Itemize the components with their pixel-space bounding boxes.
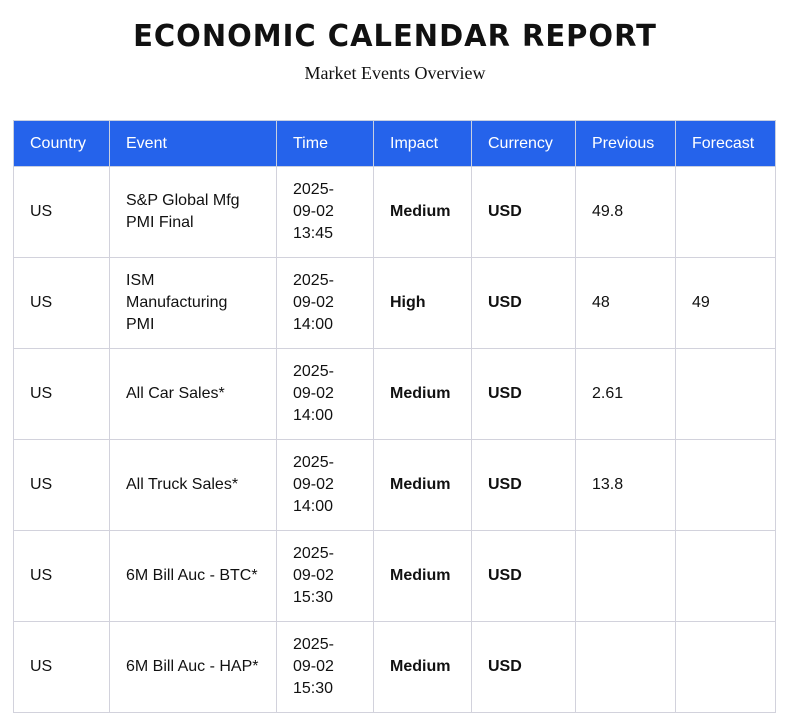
cell-event: All Truck Sales* bbox=[109, 439, 277, 531]
cell-event: ISM Manufacturing PMI bbox=[109, 257, 277, 349]
cell-previous: 49.8 bbox=[575, 166, 676, 258]
table-row: US ISM Manufacturing PMI 2025-09-02 14:00 H… bbox=[13, 257, 776, 349]
table-row: US S&P Global Mfg PMI Final 2025-09-02 13:… bbox=[13, 166, 776, 258]
cell-country: US bbox=[13, 439, 110, 531]
column-header-country: Country bbox=[13, 120, 110, 167]
cell-event: 6M Bill Auc - BTC* bbox=[109, 530, 277, 622]
cell-time: 2025-09-02 15:30 bbox=[276, 621, 374, 713]
table-row: US 6M Bill Auc - HAP* 2025-09-02 15:30 Medi… bbox=[13, 621, 776, 713]
cell-time: 2025-09-02 15:30 bbox=[276, 530, 374, 622]
cell-event: 6M Bill Auc - HAP* bbox=[109, 621, 277, 713]
cell-currency: USD bbox=[471, 348, 576, 440]
cell-previous: 48 bbox=[575, 257, 676, 349]
cell-currency: USD bbox=[471, 166, 576, 258]
table-row: US All Truck Sales* 2025-09-02 14:00 Medium… bbox=[13, 439, 776, 531]
cell-country: US bbox=[13, 166, 110, 258]
table-row: US All Car Sales* 2025-09-02 14:00 Medium US… bbox=[13, 348, 776, 440]
cell-impact: Medium bbox=[373, 348, 472, 440]
cell-currency: USD bbox=[471, 439, 576, 531]
cell-event: All Car Sales* bbox=[109, 348, 277, 440]
cell-previous: 13.8 bbox=[575, 439, 676, 531]
cell-previous bbox=[575, 530, 676, 622]
cell-time: 2025-09-02 14:00 bbox=[276, 439, 374, 531]
economic-calendar-table: Country Event Time Impact Currency Previ… bbox=[13, 120, 776, 713]
cell-country: US bbox=[13, 257, 110, 349]
page-subtitle: Market Events Overview bbox=[304, 63, 486, 83]
cell-forecast bbox=[675, 621, 776, 713]
cell-impact: Medium bbox=[373, 439, 472, 531]
column-header-time: Time bbox=[276, 120, 374, 167]
cell-country: US bbox=[13, 348, 110, 440]
cell-impact: High bbox=[373, 257, 472, 349]
cell-currency: USD bbox=[471, 530, 576, 622]
cell-forecast bbox=[675, 530, 776, 622]
column-header-event: Event bbox=[109, 120, 277, 167]
cell-impact: Medium bbox=[373, 621, 472, 713]
cell-time: 2025-09-02 14:00 bbox=[276, 257, 374, 349]
column-header-currency: Currency bbox=[471, 120, 576, 167]
column-header-previous: Previous bbox=[575, 120, 676, 167]
column-header-impact: Impact bbox=[373, 120, 472, 167]
table-header-row: Country Event Time Impact Currency Previ… bbox=[13, 120, 776, 167]
page-title: ECONOMIC CALENDAR REPORT bbox=[133, 17, 657, 54]
cell-forecast bbox=[675, 166, 776, 258]
cell-event: S&P Global Mfg PMI Final bbox=[109, 166, 277, 258]
cell-impact: Medium bbox=[373, 530, 472, 622]
cell-impact: Medium bbox=[373, 166, 472, 258]
cell-time: 2025-09-02 14:00 bbox=[276, 348, 374, 440]
cell-currency: USD bbox=[471, 621, 576, 713]
cell-forecast: 49 bbox=[675, 257, 776, 349]
column-header-forecast: Forecast bbox=[675, 120, 776, 167]
cell-currency: USD bbox=[471, 257, 576, 349]
cell-country: US bbox=[13, 621, 110, 713]
cell-forecast bbox=[675, 439, 776, 531]
cell-previous bbox=[575, 621, 676, 713]
cell-time: 2025-09-02 13:45 bbox=[276, 166, 374, 258]
cell-forecast bbox=[675, 348, 776, 440]
cell-country: US bbox=[13, 530, 110, 622]
table-row: US 6M Bill Auc - BTC* 2025-09-02 15:30 Medi… bbox=[13, 530, 776, 622]
cell-previous: 2.61 bbox=[575, 348, 676, 440]
